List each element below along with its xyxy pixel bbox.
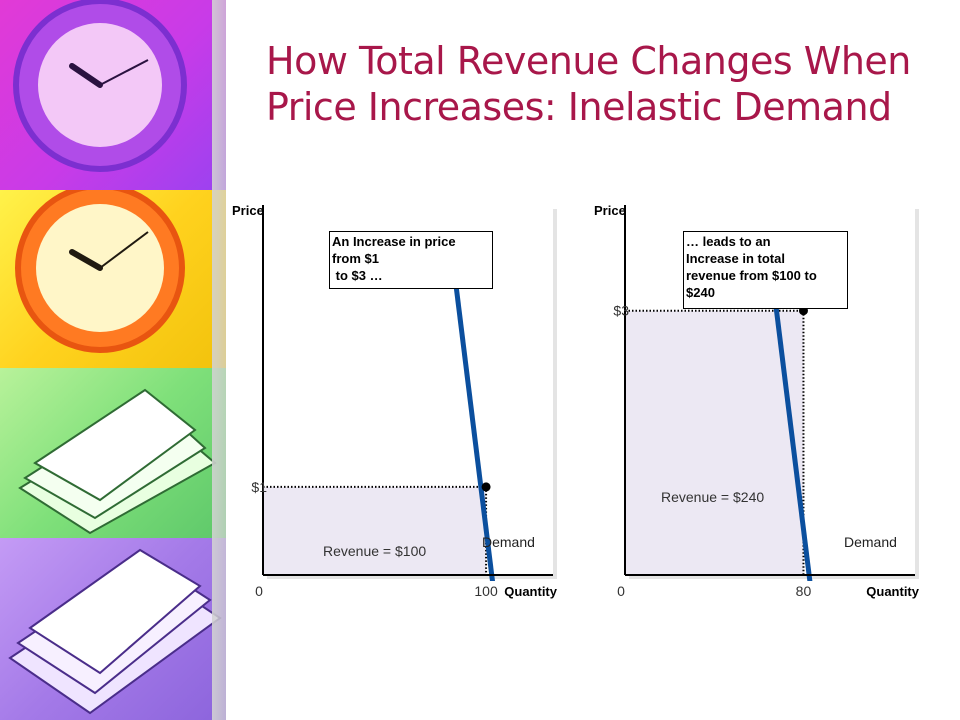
purple-clock-photo [0,0,226,190]
callout-right-line: revenue from $100 to [686,268,817,283]
green-papers-photo [0,368,226,538]
chart-left: Price Quantity 0 100 $1 Demand Revenue = $100 … [222,190,562,610]
demand-label: Demand [844,534,897,550]
callout-left-line: from $1 [332,251,379,266]
origin-label: 0 [617,583,625,599]
chart-right: Price Quantity 0 80 $3 Demand Revenue = $240 …… [584,190,924,610]
x-tick-label: 100 [474,583,498,599]
strip-shadow [212,0,226,720]
y-tick-label: $1 [251,479,267,495]
equilibrium-point [481,482,491,492]
violet-papers-photo [0,538,226,720]
callout-left-line: to $3 … [332,268,383,283]
y-axis-label: Price [232,203,264,218]
orange-clock-photo [0,183,226,368]
chart-left-svg: Price Quantity 0 100 $1 Demand Revenue = $100 [232,203,558,599]
revenue-label: Revenue = $240 [661,489,764,505]
decorative-photo-strip [0,0,226,720]
callout-right-line: $240 [686,285,715,300]
origin-label: 0 [255,583,263,599]
callout-left: An Increase in price from $1 to $3 … [329,231,493,289]
revenue-area [263,486,487,575]
callout-left-line: An Increase in price [332,234,456,249]
demand-label: Demand [482,534,535,550]
y-tick-label: $3 [613,303,629,319]
callout-right: … leads to an Increase in total revenue … [683,231,848,309]
revenue-area [625,310,804,575]
x-axis-label: Quantity [504,584,557,599]
x-tick-label: 80 [796,583,812,599]
chart-right-svg: Price Quantity 0 80 $3 Demand Revenue = $240 [594,203,920,599]
x-axis-label: Quantity [866,584,919,599]
demand-curve [767,257,813,581]
revenue-label: Revenue = $100 [323,543,426,559]
callout-right-line: Increase in total [686,251,785,266]
demand-curve [450,257,495,581]
callout-right-line: … leads to an [686,234,771,249]
y-axis-label: Price [594,203,626,218]
slide-title: How Total Revenue Changes When Price Inc… [266,39,911,129]
